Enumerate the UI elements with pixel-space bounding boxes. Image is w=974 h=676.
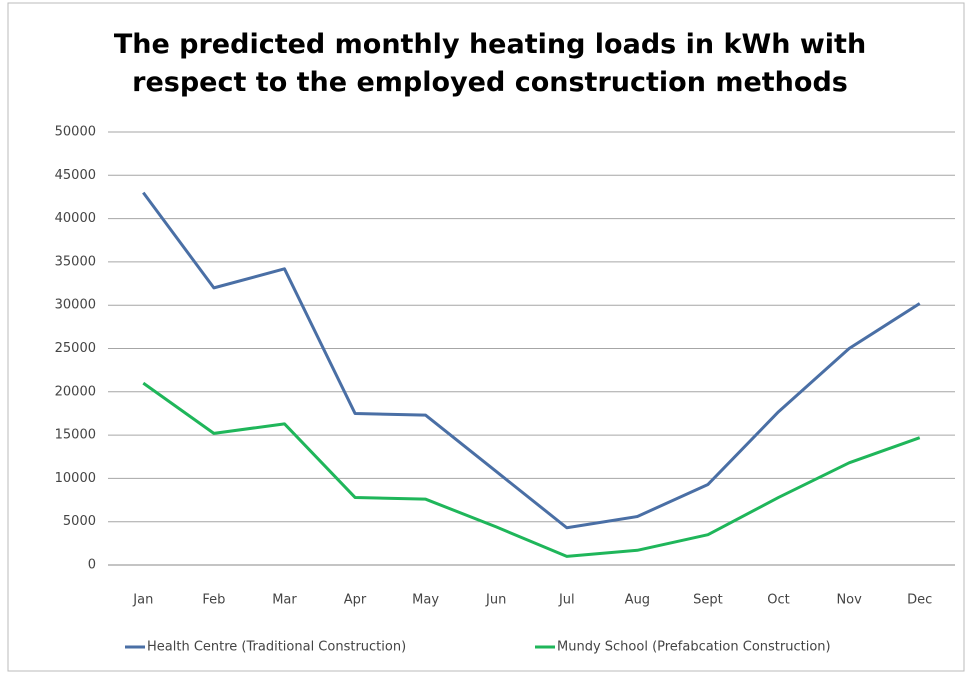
chart-border — [7, 2, 965, 672]
chart-title: The predicted monthly heating loads in k… — [114, 29, 866, 98]
legend-label: Mundy School (Prefabcation Construction) — [557, 640, 831, 655]
x-tick-label: May — [412, 593, 439, 608]
y-tick-label: 35000 — [55, 254, 96, 269]
y-tick-label: 45000 — [55, 168, 96, 183]
x-tick-label: Jul — [558, 593, 575, 608]
x-tick-label: Nov — [836, 593, 862, 608]
series-line — [142, 381, 921, 558]
x-tick-label: Aug — [625, 593, 650, 608]
y-tick-label: 25000 — [55, 341, 96, 356]
series-line — [142, 191, 921, 530]
x-tick-label: Apr — [344, 593, 367, 608]
x-tick-label: Sept — [693, 593, 723, 608]
x-tick-label: Jan — [132, 593, 153, 608]
y-tick-label: 50000 — [55, 125, 96, 140]
x-tick-label: Jun — [485, 593, 506, 608]
y-tick-label: 15000 — [55, 428, 96, 443]
y-tick-label: 30000 — [55, 298, 96, 313]
y-tick-label: 0 — [88, 558, 96, 573]
x-tick-label: Mar — [272, 593, 297, 608]
legend-label: Health Centre (Traditional Construction) — [147, 640, 406, 655]
y-tick-label: 40000 — [55, 211, 96, 226]
y-tick-label: 20000 — [55, 384, 96, 399]
x-tick-label: Feb — [202, 593, 225, 608]
x-tick-label: Dec — [907, 593, 932, 608]
y-tick-label: 10000 — [55, 471, 96, 486]
y-tick-label: 5000 — [63, 514, 96, 529]
x-tick-label: Oct — [767, 593, 789, 608]
